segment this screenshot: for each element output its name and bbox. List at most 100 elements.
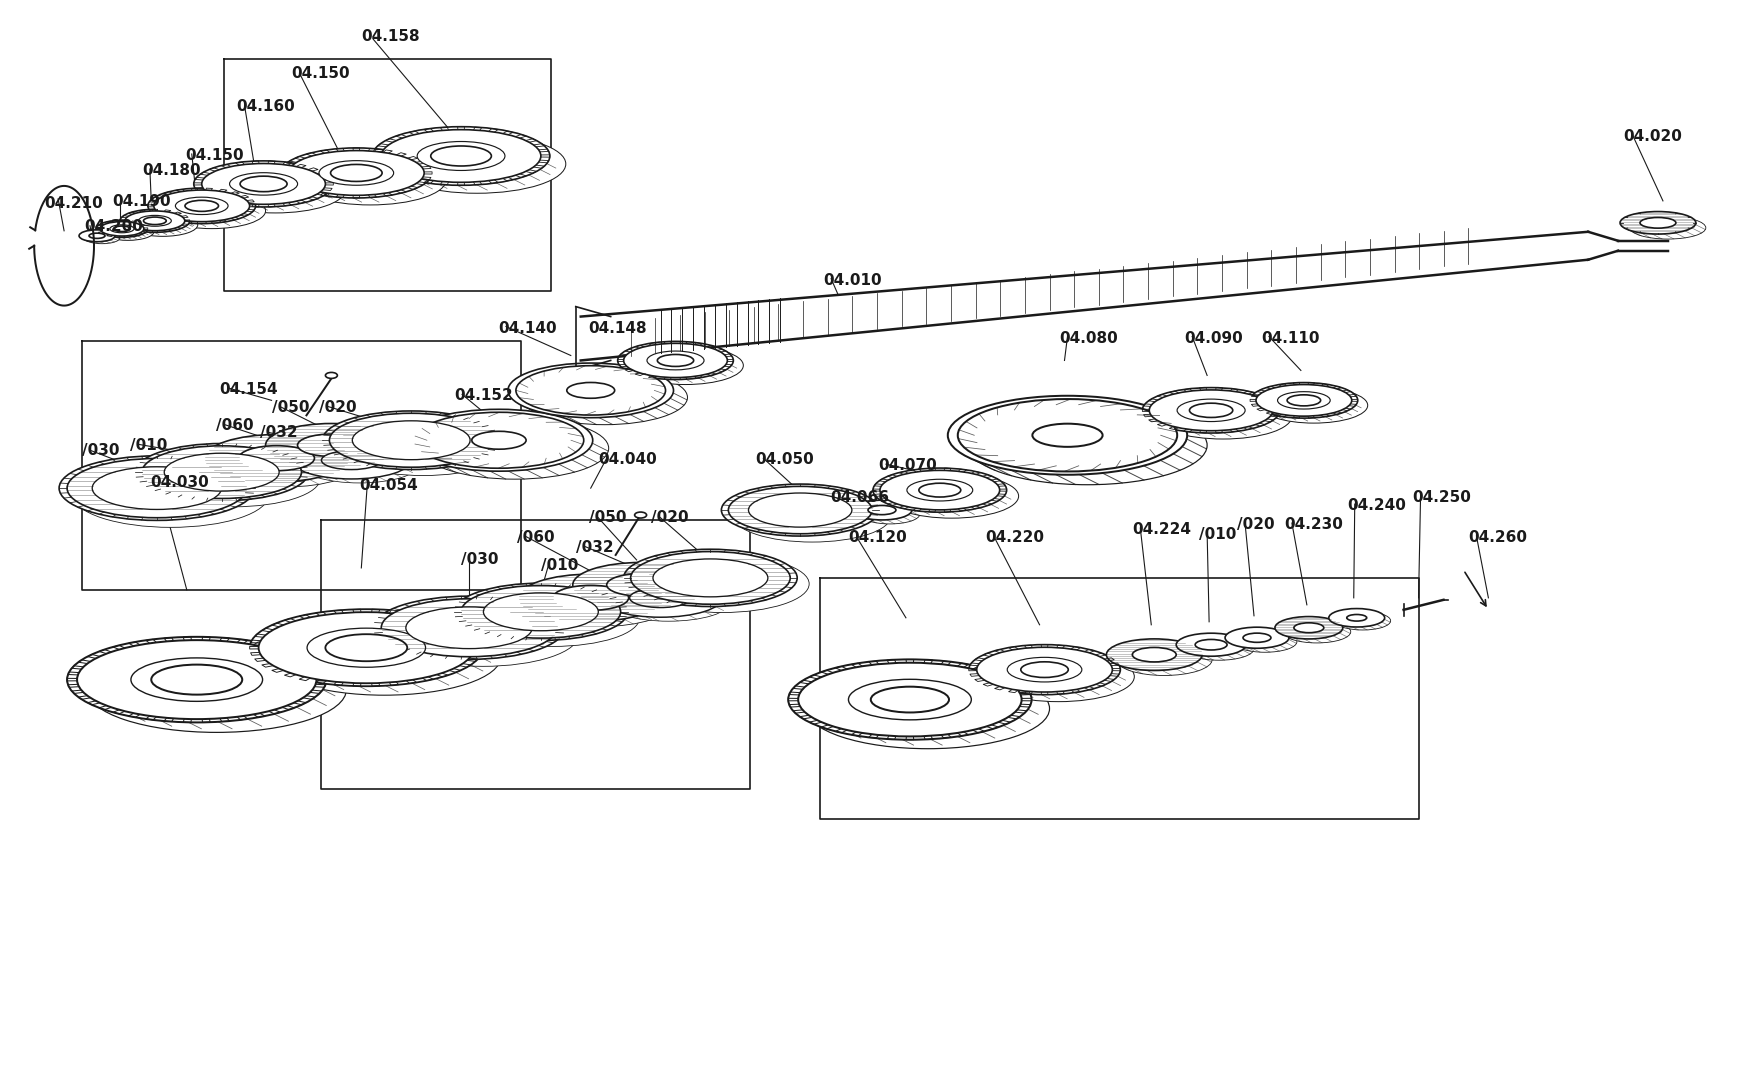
Ellipse shape	[318, 160, 393, 185]
Ellipse shape	[967, 406, 1207, 485]
Ellipse shape	[205, 434, 348, 482]
Ellipse shape	[798, 662, 1021, 736]
Ellipse shape	[748, 493, 852, 528]
Text: 04.066: 04.066	[830, 490, 889, 505]
Ellipse shape	[529, 579, 673, 627]
Ellipse shape	[1031, 424, 1103, 447]
Text: /010: /010	[130, 439, 167, 454]
Text: 04.054: 04.054	[360, 478, 417, 493]
Ellipse shape	[153, 190, 249, 221]
Ellipse shape	[125, 211, 184, 231]
Ellipse shape	[1189, 403, 1231, 417]
Ellipse shape	[238, 446, 315, 471]
Polygon shape	[581, 232, 1588, 361]
Ellipse shape	[553, 585, 628, 610]
Ellipse shape	[388, 135, 565, 194]
Ellipse shape	[405, 607, 532, 648]
Text: 04.040: 04.040	[598, 453, 657, 468]
Text: 04.210: 04.210	[43, 196, 103, 211]
Ellipse shape	[1640, 217, 1675, 228]
Ellipse shape	[976, 647, 1111, 692]
Ellipse shape	[880, 471, 1000, 510]
Ellipse shape	[906, 479, 972, 501]
Ellipse shape	[466, 590, 640, 646]
Ellipse shape	[983, 652, 1134, 702]
Text: /010: /010	[1198, 528, 1236, 542]
Ellipse shape	[374, 596, 565, 659]
Ellipse shape	[630, 551, 790, 605]
Ellipse shape	[1224, 627, 1289, 648]
Ellipse shape	[87, 646, 346, 732]
Text: 04.150: 04.150	[292, 66, 350, 81]
Ellipse shape	[1176, 399, 1245, 422]
Text: 04.250: 04.250	[1412, 490, 1471, 505]
Ellipse shape	[873, 468, 1007, 513]
Ellipse shape	[628, 347, 743, 384]
Ellipse shape	[322, 450, 381, 470]
Ellipse shape	[280, 148, 431, 198]
Ellipse shape	[885, 474, 1017, 518]
Ellipse shape	[289, 151, 424, 196]
Ellipse shape	[381, 599, 556, 657]
Ellipse shape	[516, 366, 664, 415]
Text: /050: /050	[588, 510, 626, 525]
Ellipse shape	[1116, 644, 1212, 675]
Text: 04.080: 04.080	[1059, 331, 1118, 346]
Ellipse shape	[788, 659, 1031, 739]
Text: 04.120: 04.120	[847, 530, 906, 545]
Ellipse shape	[1184, 637, 1254, 660]
Ellipse shape	[275, 428, 407, 472]
Text: 04.070: 04.070	[878, 458, 936, 473]
Text: /030: /030	[461, 552, 499, 567]
Text: 04.260: 04.260	[1468, 530, 1527, 545]
Text: 04.190: 04.190	[111, 194, 170, 209]
Ellipse shape	[431, 146, 490, 166]
Ellipse shape	[647, 351, 704, 370]
Ellipse shape	[729, 487, 871, 534]
Ellipse shape	[299, 445, 419, 483]
Ellipse shape	[461, 585, 621, 638]
Ellipse shape	[249, 609, 483, 686]
Ellipse shape	[414, 412, 583, 469]
Ellipse shape	[630, 588, 690, 608]
Text: /020: /020	[1236, 517, 1275, 532]
Ellipse shape	[330, 165, 383, 182]
Ellipse shape	[417, 141, 504, 170]
Ellipse shape	[297, 434, 365, 457]
Ellipse shape	[948, 396, 1186, 475]
Ellipse shape	[1021, 662, 1068, 677]
Text: 04.220: 04.220	[984, 530, 1043, 545]
Ellipse shape	[322, 411, 499, 470]
Ellipse shape	[405, 410, 593, 471]
Text: 04.230: 04.230	[1283, 517, 1343, 532]
Text: /060: /060	[216, 418, 254, 433]
Ellipse shape	[1141, 387, 1280, 433]
Ellipse shape	[583, 567, 718, 612]
Ellipse shape	[329, 413, 492, 468]
Ellipse shape	[130, 658, 263, 701]
Ellipse shape	[849, 679, 970, 720]
Ellipse shape	[184, 200, 219, 212]
Ellipse shape	[1294, 623, 1323, 632]
Ellipse shape	[351, 421, 470, 460]
Ellipse shape	[325, 372, 337, 379]
Text: 04.090: 04.090	[1184, 331, 1242, 346]
Ellipse shape	[652, 559, 767, 597]
Text: 04.050: 04.050	[755, 453, 814, 468]
Text: 04.180: 04.180	[143, 163, 200, 178]
Ellipse shape	[635, 555, 809, 612]
Ellipse shape	[99, 221, 144, 236]
Ellipse shape	[103, 224, 153, 241]
Ellipse shape	[129, 213, 198, 236]
Ellipse shape	[1233, 631, 1296, 653]
Ellipse shape	[1287, 395, 1320, 406]
Ellipse shape	[1132, 647, 1176, 662]
Text: 04.158: 04.158	[362, 29, 419, 44]
Ellipse shape	[266, 424, 396, 467]
Text: 04.240: 04.240	[1346, 499, 1405, 514]
Ellipse shape	[607, 574, 675, 596]
Ellipse shape	[471, 431, 525, 449]
Ellipse shape	[294, 155, 445, 205]
Ellipse shape	[143, 217, 167, 225]
Ellipse shape	[1275, 616, 1343, 639]
